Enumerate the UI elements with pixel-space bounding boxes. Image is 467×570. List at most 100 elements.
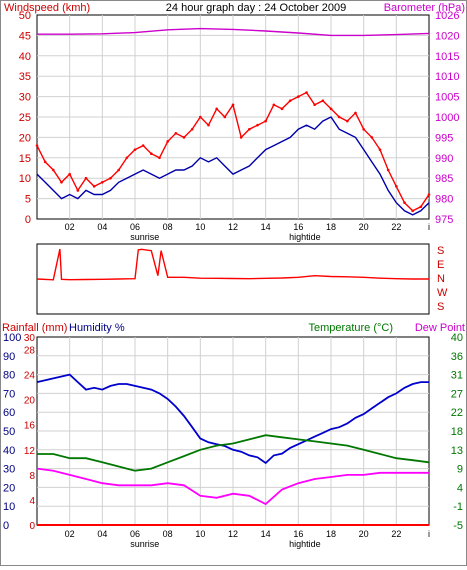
wind-gust-point bbox=[125, 156, 129, 160]
rainfall-tick: 8 bbox=[29, 471, 35, 482]
panel3-x-tick: i bbox=[428, 529, 430, 539]
panel3-x-tick: 04 bbox=[97, 529, 107, 539]
temperature-tick: 31 bbox=[451, 370, 463, 382]
humidity-tick: 60 bbox=[3, 407, 15, 419]
panel3-x-tick: 18 bbox=[326, 529, 336, 539]
wind-gust-point bbox=[411, 209, 414, 213]
humidity-tick: 50 bbox=[3, 426, 15, 438]
rainfall-tick: 4 bbox=[29, 496, 35, 507]
wind-gust-point bbox=[60, 180, 63, 184]
panel3-annotation-hightide: hightide bbox=[289, 539, 321, 549]
panel1-x-tick: 16 bbox=[293, 222, 303, 232]
wind-gust-point bbox=[141, 144, 145, 147]
series-humidity bbox=[36, 373, 429, 465]
panel1-x-tick: 12 bbox=[228, 222, 238, 232]
wind-gust-point bbox=[223, 115, 227, 119]
wind-gust-point bbox=[158, 156, 161, 160]
wind-gust-point bbox=[329, 107, 333, 111]
series-barometer bbox=[37, 27, 430, 37]
wind-gust-point bbox=[395, 185, 398, 188]
wind-gust-point bbox=[101, 180, 104, 184]
panel1-annotation-hightide: hightide bbox=[289, 232, 321, 242]
wind-gust-point bbox=[190, 127, 194, 131]
chart-title: 24 hour graph day : 24 October 2009 bbox=[166, 2, 346, 14]
temperature-humidity-panel: 0481216202428300102030405060708090100-5-… bbox=[3, 332, 463, 549]
barometer-tick: 1005 bbox=[435, 92, 459, 104]
windspeed-tick: 10 bbox=[19, 173, 31, 185]
wind-gust-point bbox=[256, 123, 259, 127]
temperature-tick: 36 bbox=[451, 351, 463, 363]
humidity-tick: 0 bbox=[3, 520, 9, 532]
wind-gust-point bbox=[354, 111, 357, 115]
panel1-x-tick: 14 bbox=[261, 222, 271, 232]
wind-gust-point bbox=[386, 168, 390, 172]
wind-barometer-panel: 0510152025303540455097598098599099510001… bbox=[19, 10, 460, 242]
windspeed-tick: 35 bbox=[19, 71, 31, 83]
windspeed-tick: 0 bbox=[25, 214, 31, 226]
wind-gust-point bbox=[288, 99, 292, 102]
wind-gust-point bbox=[35, 144, 39, 147]
wind-gust-point bbox=[362, 127, 365, 131]
humidity-tick: 70 bbox=[3, 388, 15, 400]
humidity-tick: 30 bbox=[3, 464, 15, 476]
wind-gust-point bbox=[199, 115, 202, 119]
direction-tick: W bbox=[437, 287, 448, 299]
barometer-tick: 1020 bbox=[435, 30, 459, 42]
panel3-x-tick: 10 bbox=[195, 529, 205, 539]
humidity-tick: 80 bbox=[3, 370, 15, 382]
wind-gust-point bbox=[313, 103, 316, 107]
barometer-tick: 975 bbox=[435, 214, 453, 226]
rainfall-tick: 12 bbox=[24, 446, 36, 457]
wind-gust-point bbox=[68, 172, 71, 176]
wind-gust-point bbox=[133, 148, 137, 151]
barometer-tick: 1000 bbox=[435, 112, 459, 124]
wind-gust-point bbox=[248, 127, 251, 131]
temperature-axis-title: Temperature (°C) bbox=[309, 322, 393, 334]
windspeed-tick: 20 bbox=[19, 132, 31, 144]
panel3-x-tick: 12 bbox=[228, 529, 238, 539]
barometer-tick: 980 bbox=[435, 194, 453, 206]
temperature-tick: 27 bbox=[451, 388, 463, 400]
wind-gust-point bbox=[215, 107, 218, 111]
panel1-x-tick: 18 bbox=[326, 222, 336, 232]
wind-gust-point bbox=[321, 99, 325, 102]
panel1-x-tick: 22 bbox=[391, 222, 401, 232]
humidity-tick: 100 bbox=[3, 332, 21, 344]
panel1-x-tick: i bbox=[428, 222, 430, 232]
panel3-annotation-sunrise: sunrise bbox=[130, 539, 159, 549]
wind-gust-point bbox=[346, 119, 349, 123]
series-wind_avg bbox=[36, 116, 430, 216]
wind-gust-point bbox=[76, 189, 80, 192]
panel3-x-tick: 14 bbox=[261, 529, 271, 539]
wind-gust-point bbox=[264, 119, 267, 123]
panel1-x-tick: 02 bbox=[65, 222, 75, 232]
wind-gust-point bbox=[92, 185, 96, 188]
wind-gust-point bbox=[419, 205, 423, 209]
panel1-x-tick: 04 bbox=[97, 222, 107, 232]
direction-tick: N bbox=[437, 273, 445, 285]
wind-gust-point bbox=[174, 132, 178, 135]
humidity-tick: 10 bbox=[3, 501, 15, 513]
temperature-tick: -5 bbox=[453, 520, 463, 532]
rainfall-tick: 0 bbox=[29, 521, 35, 532]
wind-gust-point bbox=[150, 152, 153, 156]
panel3-x-tick: 16 bbox=[293, 529, 303, 539]
wind-gust-point bbox=[43, 160, 47, 164]
panel1-annotation-sunrise: sunrise bbox=[130, 232, 159, 242]
windspeed-tick: 30 bbox=[19, 92, 31, 104]
wind-gust-point bbox=[427, 193, 431, 196]
windspeed-tick: 25 bbox=[19, 112, 31, 124]
barometer-axis-title: Barometer (hPa) bbox=[384, 2, 465, 14]
panel3-x-tick: 22 bbox=[391, 529, 401, 539]
temperature-tick: 18 bbox=[451, 426, 463, 438]
wind-gust-point bbox=[117, 168, 120, 172]
direction-tick: E bbox=[437, 259, 444, 271]
barometer-tick: 1026 bbox=[435, 10, 459, 22]
windspeed-tick: 45 bbox=[19, 30, 31, 42]
panel1-x-tick: 08 bbox=[163, 222, 173, 232]
wind-gust-point bbox=[403, 201, 406, 204]
temperature-tick: 9 bbox=[457, 464, 463, 476]
